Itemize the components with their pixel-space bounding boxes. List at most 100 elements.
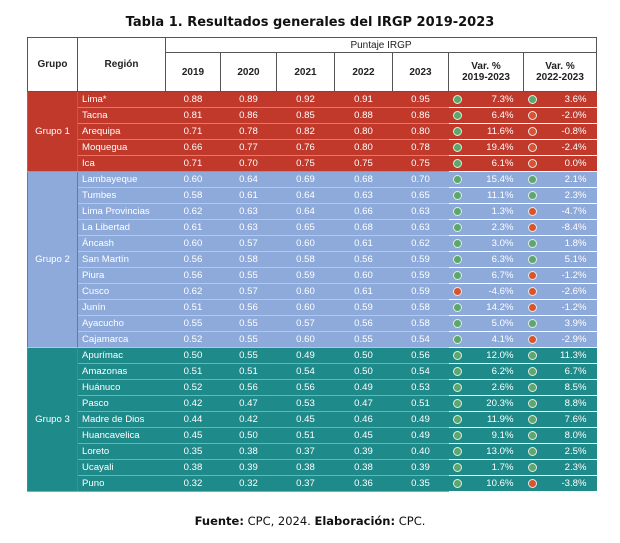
- region-name: Tumbes: [77, 187, 166, 204]
- variation-cell: 9.1%: [448, 427, 524, 444]
- region-name: Huancavelica: [77, 427, 166, 444]
- score-cell: 0.61: [334, 283, 393, 300]
- green-dot-icon: [452, 143, 462, 152]
- score-cell: 0.91: [334, 91, 393, 108]
- table-row: Tacna 0.81 0.86 0.85 0.88 0.86 6.4% -2.0%: [27, 107, 597, 124]
- variation-cell: 10.6%: [448, 475, 524, 492]
- variation-value: 2.6%: [491, 382, 514, 393]
- variation-cell: -3.8%: [523, 475, 597, 492]
- score-cell: 0.70: [392, 171, 449, 188]
- variation-value: -1.2%: [561, 302, 587, 313]
- variation-cell: 2.1%: [523, 171, 597, 188]
- table-row: Áncash 0.60 0.57 0.60 0.61 0.62 3.0% 1.8%: [27, 235, 597, 252]
- variation-value: 3.9%: [564, 318, 587, 329]
- source-note: Fuente: CPC, 2024. Elaboración: CPC.: [0, 514, 620, 528]
- green-dot-icon: [527, 383, 537, 392]
- variation-value: 2.3%: [564, 190, 587, 201]
- region-name: Ayacucho: [77, 315, 166, 332]
- score-cell: 0.56: [165, 251, 221, 268]
- variation-value: 5.1%: [564, 254, 587, 265]
- score-cell: 0.58: [392, 299, 449, 316]
- score-cell: 0.95: [392, 91, 449, 108]
- variation-cell: 2.5%: [523, 443, 597, 460]
- score-cell: 0.63: [392, 203, 449, 220]
- table-row: Arequipa 0.71 0.78 0.82 0.80 0.80 11.6% -0.8%: [27, 123, 597, 140]
- header-var-2019-2023: Var. % 2019-2023: [448, 52, 524, 92]
- green-dot-icon: [452, 399, 462, 408]
- variation-value: 6.3%: [491, 254, 514, 265]
- score-cell: 0.81: [165, 107, 221, 124]
- variation-value: -4.7%: [561, 206, 587, 217]
- variation-value: 14.2%: [486, 302, 514, 313]
- variation-cell: 5.0%: [448, 315, 524, 332]
- score-cell: 0.89: [220, 91, 277, 108]
- red-dot-icon: [527, 143, 537, 152]
- score-cell: 0.37: [276, 443, 335, 460]
- score-cell: 0.61: [220, 187, 277, 204]
- score-cell: 0.53: [392, 379, 449, 396]
- score-cell: 0.82: [276, 123, 335, 140]
- table-row: Huancavelica 0.45 0.50 0.51 0.45 0.49 9.1% 8.0%: [27, 427, 597, 444]
- variation-cell: 3.9%: [523, 315, 597, 332]
- green-dot-icon: [452, 111, 462, 120]
- variation-cell: 7.3%: [448, 91, 524, 108]
- score-cell: 0.70: [220, 155, 277, 172]
- region-name: Cusco: [77, 283, 166, 300]
- score-cell: 0.52: [165, 379, 221, 396]
- red-dot-icon: [452, 287, 462, 296]
- score-cell: 0.80: [334, 139, 393, 156]
- score-cell: 0.62: [165, 203, 221, 220]
- variation-cell: 8.0%: [523, 427, 597, 444]
- score-cell: 0.75: [334, 155, 393, 172]
- score-cell: 0.64: [276, 203, 335, 220]
- score-cell: 0.63: [392, 219, 449, 236]
- region-name: Apurímac: [77, 347, 166, 364]
- green-dot-icon: [452, 207, 462, 216]
- table-row: Piura 0.56 0.55 0.59 0.60 0.59 6.7% -1.2%: [27, 267, 597, 284]
- green-dot-icon: [452, 127, 462, 136]
- score-cell: 0.56: [220, 299, 277, 316]
- score-cell: 0.65: [392, 187, 449, 204]
- region-name: Madre de Dios: [77, 411, 166, 428]
- green-dot-icon: [527, 255, 537, 264]
- header-region: Región: [77, 37, 166, 92]
- score-cell: 0.38: [334, 459, 393, 476]
- green-dot-icon: [452, 223, 462, 232]
- score-cell: 0.58: [276, 251, 335, 268]
- variation-value: -4.6%: [488, 286, 514, 297]
- green-dot-icon: [452, 319, 462, 328]
- table-row: Cajamarca 0.52 0.55 0.60 0.55 0.54 4.1% -2.9%: [27, 331, 597, 348]
- green-dot-icon: [452, 303, 462, 312]
- score-cell: 0.57: [276, 315, 335, 332]
- region-name: Moquegua: [77, 139, 166, 156]
- score-cell: 0.55: [220, 347, 277, 364]
- variation-cell: -4.6%: [448, 283, 524, 300]
- header-year-2020: 2020: [220, 52, 277, 92]
- table-row: Junín 0.51 0.56 0.60 0.59 0.58 14.2% -1.2%: [27, 299, 597, 316]
- green-dot-icon: [527, 175, 537, 184]
- score-cell: 0.51: [276, 427, 335, 444]
- variation-cell: 11.9%: [448, 411, 524, 428]
- score-cell: 0.39: [334, 443, 393, 460]
- score-cell: 0.59: [334, 299, 393, 316]
- variation-cell: 6.1%: [448, 155, 524, 172]
- region-name: La Libertad: [77, 219, 166, 236]
- score-cell: 0.37: [276, 475, 335, 492]
- variation-cell: 4.1%: [448, 331, 524, 348]
- score-cell: 0.55: [165, 315, 221, 332]
- green-dot-icon: [527, 399, 537, 408]
- variation-value: 7.6%: [564, 414, 587, 425]
- red-dot-icon: [527, 335, 537, 344]
- variation-value: 2.1%: [564, 174, 587, 185]
- variation-cell: 15.4%: [448, 171, 524, 188]
- variation-value: 8.5%: [564, 382, 587, 393]
- region-name: Lima*: [77, 91, 166, 108]
- table-row: Moquegua 0.66 0.77 0.76 0.80 0.78 19.4% -2.4%: [27, 139, 597, 156]
- green-dot-icon: [527, 415, 537, 424]
- score-cell: 0.49: [334, 379, 393, 396]
- score-cell: 0.50: [165, 347, 221, 364]
- table-title: Tabla 1. Resultados generales del IRGP 2…: [125, 15, 495, 30]
- variation-value: 8.8%: [564, 398, 587, 409]
- score-cell: 0.62: [165, 283, 221, 300]
- variation-cell: 1.7%: [448, 459, 524, 476]
